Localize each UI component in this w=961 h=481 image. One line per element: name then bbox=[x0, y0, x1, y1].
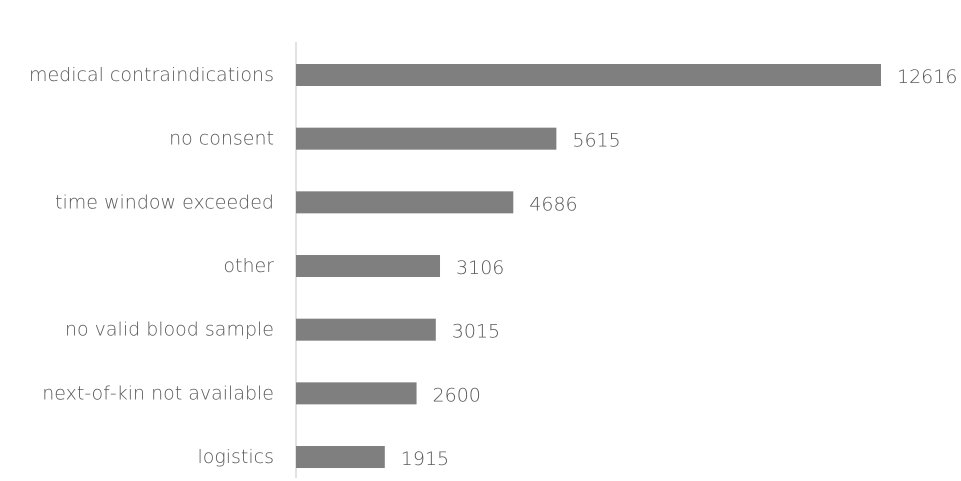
category-label: medical contraindications bbox=[29, 64, 274, 86]
value-label: 1915 bbox=[401, 448, 449, 470]
bar-5 bbox=[296, 382, 417, 405]
value-label: 3106 bbox=[456, 257, 504, 279]
bar-4 bbox=[296, 318, 436, 341]
bar-0 bbox=[296, 64, 881, 86]
category-label: logistics bbox=[197, 446, 274, 468]
bar-6 bbox=[296, 446, 385, 469]
category-label: time window exceeded bbox=[55, 191, 274, 213]
bar-3 bbox=[296, 255, 441, 278]
bar-1 bbox=[296, 127, 557, 150]
value-label: 3015 bbox=[452, 321, 500, 343]
category-label: next-of-kin not available bbox=[42, 382, 274, 404]
value-label: 12616 bbox=[897, 66, 957, 88]
value-label: 2600 bbox=[433, 384, 481, 406]
chart-marks: medical contraindications 12616 no consent… bbox=[29, 64, 957, 470]
value-label: 4686 bbox=[529, 193, 577, 215]
category-label: no valid blood sample bbox=[65, 319, 274, 341]
category-label: no consent bbox=[169, 128, 274, 150]
category-label: other bbox=[223, 255, 274, 277]
value-label: 5615 bbox=[572, 130, 620, 152]
bar-2 bbox=[296, 191, 514, 214]
